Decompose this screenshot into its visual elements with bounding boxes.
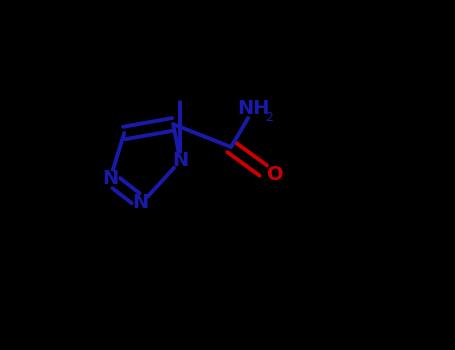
Text: NH: NH	[238, 99, 270, 118]
Circle shape	[173, 154, 187, 168]
Text: N: N	[172, 152, 188, 170]
Circle shape	[103, 172, 117, 186]
Circle shape	[263, 168, 277, 182]
Text: O: O	[268, 166, 284, 184]
Circle shape	[135, 196, 149, 210]
Text: 2: 2	[266, 111, 273, 124]
Text: N: N	[132, 194, 148, 212]
Circle shape	[245, 100, 263, 117]
Text: N: N	[102, 169, 118, 188]
